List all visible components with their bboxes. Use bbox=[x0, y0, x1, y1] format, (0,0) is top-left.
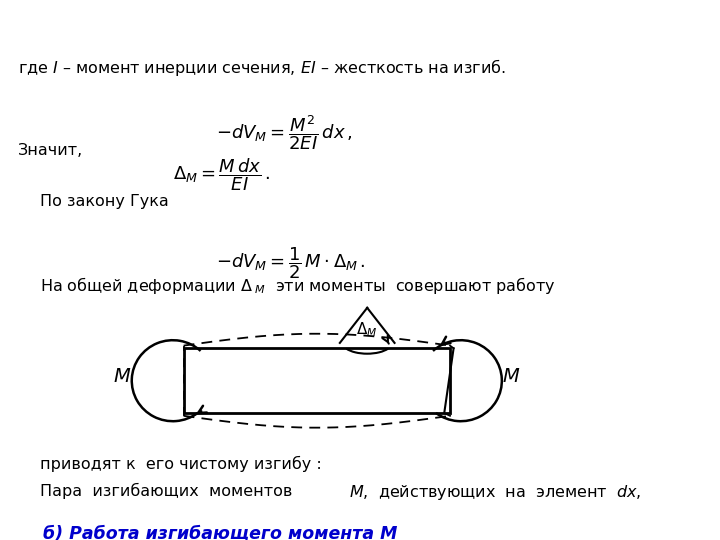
Bar bbox=[184, 348, 450, 413]
Text: $M$: $M$ bbox=[113, 367, 132, 386]
Text: где $I$ – момент инерции сечения, $EI$ – жесткость на изгиб.: где $I$ – момент инерции сечения, $EI$ –… bbox=[18, 57, 506, 78]
Text: $M$,  действующих  на  элемент  $dx$,: $M$, действующих на элемент $dx$, bbox=[349, 483, 642, 502]
Text: По закону Гука: По закону Гука bbox=[40, 194, 168, 210]
Text: На общей деформации $\Delta_{\ M}$  эти моменты  совершают работу: На общей деформации $\Delta_{\ M}$ эти м… bbox=[40, 275, 555, 296]
Text: приводят к  его чистому изгибу :: приводят к его чистому изгибу : bbox=[40, 456, 321, 472]
Text: Пара  изгибающих  моментов: Пара изгибающих моментов bbox=[40, 483, 302, 500]
Text: Значит,: Значит, bbox=[18, 143, 84, 158]
Text: б) Работа изгибающего момента M: б) Работа изгибающего момента M bbox=[43, 524, 397, 540]
Text: $\Delta_M$: $\Delta_M$ bbox=[356, 320, 378, 339]
Text: $-dV_M = \dfrac{1}{2}\,M \cdot \Delta_M\,.$: $-dV_M = \dfrac{1}{2}\,M \cdot \Delta_M\… bbox=[216, 246, 366, 281]
Text: $M$: $M$ bbox=[502, 367, 521, 386]
Text: $\Delta_M = \dfrac{M\,dx}{EI}\,.$: $\Delta_M = \dfrac{M\,dx}{EI}\,.$ bbox=[173, 157, 270, 193]
Text: $-dV_M = \dfrac{M^2}{2EI}\,dx\,,$: $-dV_M = \dfrac{M^2}{2EI}\,dx\,,$ bbox=[216, 113, 353, 152]
